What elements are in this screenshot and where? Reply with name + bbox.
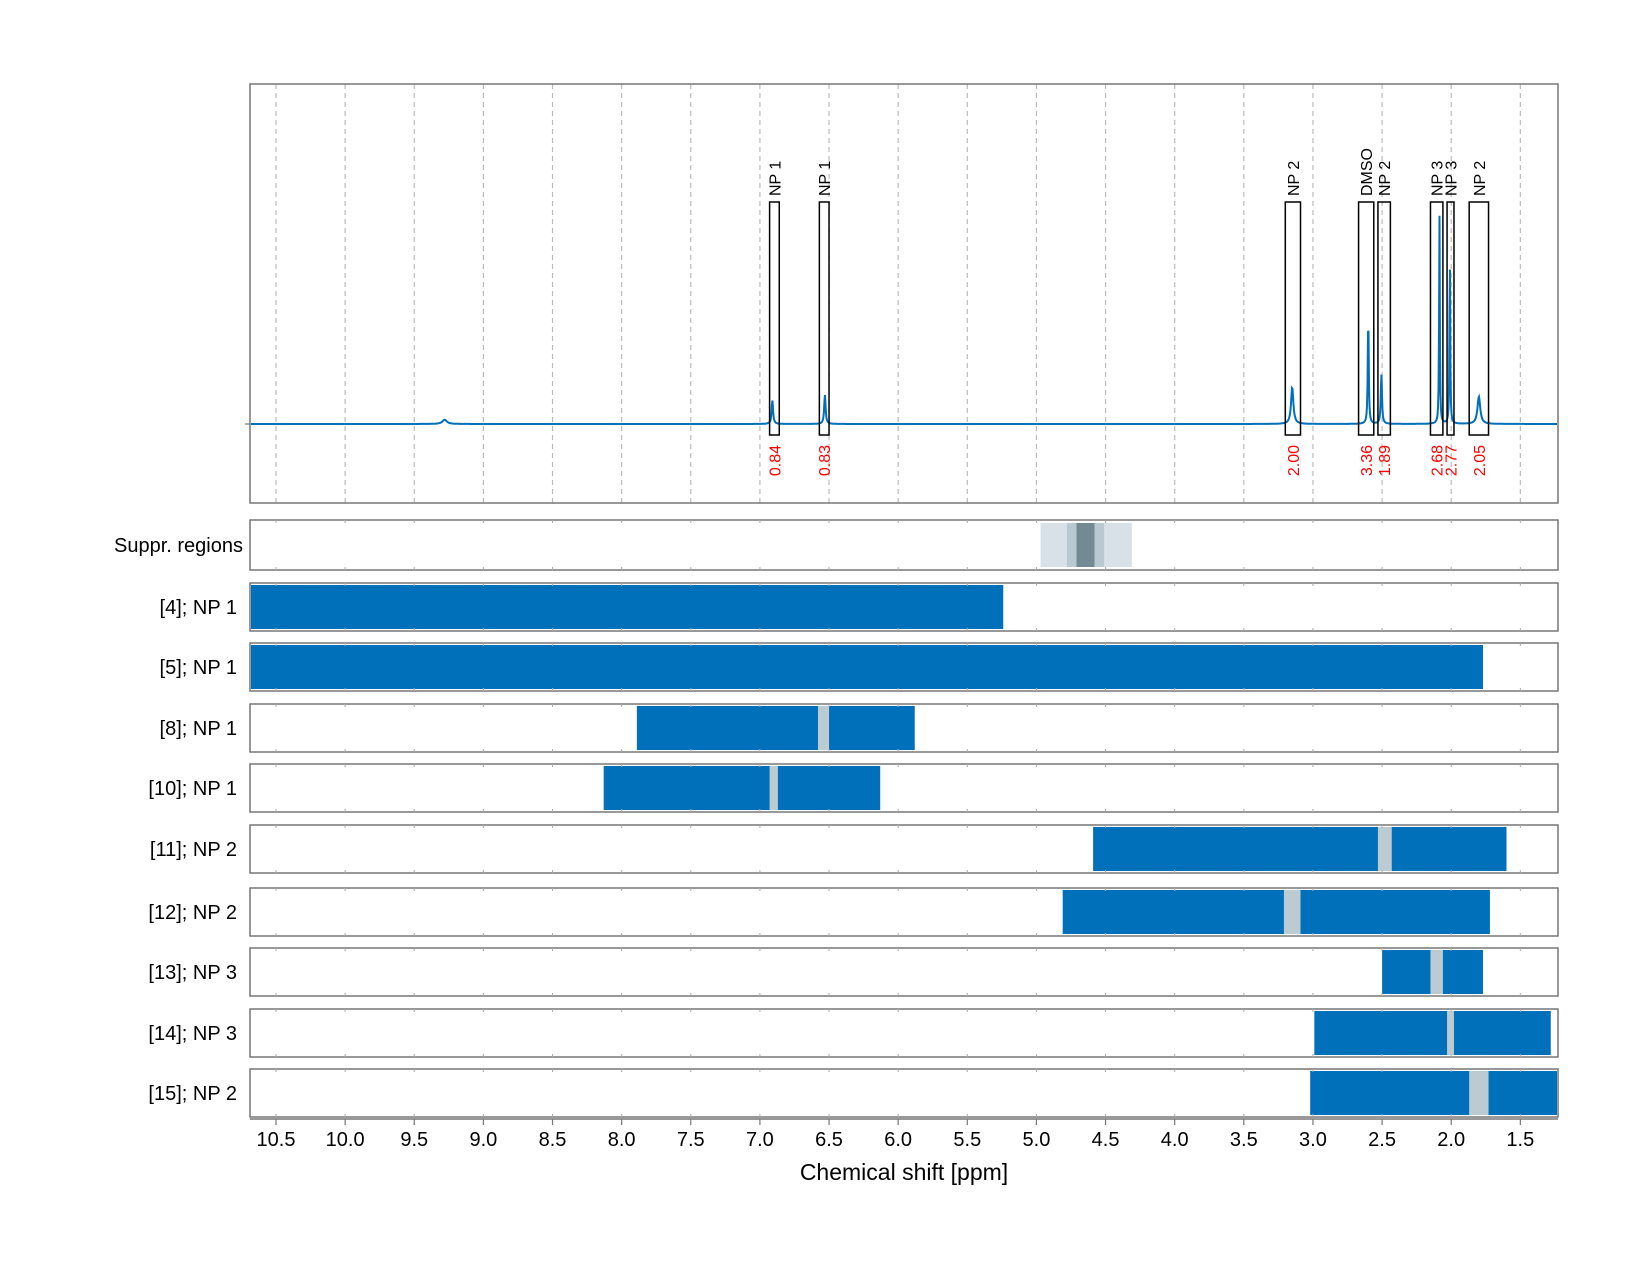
region-rows: Suppr. regions [4]; NP 1 [5]; NP 1 [8]; NP …: [114, 519, 1559, 1118]
peak-box: [768, 201, 781, 436]
integral-label: 0.83: [817, 445, 834, 476]
x-tick-label: 6.5: [815, 1129, 843, 1151]
region-gap: [1430, 950, 1443, 994]
row-frame: [249, 582, 1559, 632]
x-tick-label: 7.0: [746, 1129, 774, 1151]
row-frame: [249, 642, 1559, 692]
row-frame: [249, 519, 1559, 571]
x-tick-label: 1.5: [1506, 1129, 1534, 1151]
row-label: Suppr. regions: [114, 535, 243, 557]
spectrum-frame: [249, 83, 1559, 504]
region-row: [14]; NP 3: [148, 1008, 1559, 1058]
region-bar: [251, 585, 1004, 629]
x-tick-label: 5.0: [1023, 1129, 1051, 1151]
peak-box: [1284, 201, 1302, 436]
peak-label: NP 3: [1430, 161, 1447, 196]
x-axis-label: Chemical shift [ppm]: [800, 1159, 1008, 1185]
region-row: [11]; NP 2: [150, 824, 1559, 874]
row-label: [12]; NP 2: [148, 902, 237, 924]
region-gap: [817, 706, 830, 750]
peak-label: NP 1: [767, 161, 784, 196]
region-gap: [1283, 890, 1301, 934]
grid: [275, 84, 1521, 503]
row-label: [10]; NP 1: [148, 778, 237, 800]
row-label: [5]; NP 1: [160, 657, 237, 679]
row-frame: [249, 947, 1559, 997]
suppr-band: [1076, 523, 1095, 567]
row-frame: [249, 887, 1559, 937]
x-tick-label: 8.5: [539, 1129, 567, 1151]
peak-box: [1429, 201, 1444, 436]
x-tick-label: 4.5: [1092, 1129, 1120, 1151]
integral-label: 1.89: [1377, 445, 1394, 476]
region-row: [15]; NP 2: [148, 1068, 1559, 1118]
region-bar: [1062, 890, 1490, 934]
region-row: [5]; NP 1: [160, 642, 1559, 692]
integral-label: 0.84: [767, 445, 784, 476]
region-bar: [603, 766, 881, 810]
region-row: [13]; NP 3: [148, 947, 1559, 997]
row-frame: [249, 1068, 1559, 1118]
region-row: [8]; NP 1: [160, 703, 1559, 753]
integral-label: 2.05: [1472, 445, 1489, 476]
region-bar: [1314, 1011, 1551, 1055]
spectrum-line: [251, 215, 1557, 425]
row-label: [11]; NP 2: [150, 839, 237, 861]
peak-box: [1468, 201, 1490, 436]
peak-label: DMSO: [1359, 148, 1376, 196]
peak-label: NP 2: [1286, 161, 1303, 196]
region-row: [10]; NP 1: [148, 763, 1559, 813]
peak-label: NP 2: [1377, 161, 1394, 196]
x-tick-label: 9.0: [469, 1129, 497, 1151]
peak-box: [1446, 201, 1455, 436]
region-bar: [1310, 1071, 1557, 1115]
row-frame: [249, 824, 1559, 874]
row-label: [15]; NP 2: [148, 1083, 237, 1105]
region-bar: [636, 706, 915, 750]
region-gap: [1377, 827, 1392, 871]
x-tick-label: 7.5: [677, 1129, 705, 1151]
row-frame: [249, 703, 1559, 753]
x-tick-label: 4.0: [1161, 1129, 1189, 1151]
x-tick-label: 2.5: [1368, 1129, 1396, 1151]
peak-label: NP 1: [817, 161, 834, 196]
row-label: [8]; NP 1: [160, 718, 237, 740]
region-gap: [1469, 1071, 1489, 1115]
region-bar: [1093, 827, 1507, 871]
x-tick-label: 3.5: [1230, 1129, 1258, 1151]
suppr-regions-row: Suppr. regions: [114, 519, 1559, 571]
peak-box: [1357, 201, 1375, 436]
peak-label: NP 2: [1472, 161, 1489, 196]
x-tick-label: 5.5: [953, 1129, 981, 1151]
x-tick-label: 10.5: [257, 1129, 296, 1151]
row-label: [4]; NP 1: [160, 597, 237, 619]
integral-label: 2.68: [1430, 445, 1447, 476]
row-frame: [249, 1008, 1559, 1058]
x-tick-label: 3.0: [1299, 1129, 1327, 1151]
spectrum-panel: NP 1 0.84 NP 1 0.83 NP 2 2.00 DMSO 3.36 NP 2 1.89…: [245, 83, 1559, 504]
x-tick-label: 9.5: [400, 1129, 428, 1151]
x-axis: 10.5 10.0 9.5 9.0 8.5 8.0 7.5 7.0 6.5 6.0 5.5 5.0 4.…: [250, 1118, 1558, 1151]
peak-label: NP 3: [1444, 161, 1461, 196]
integral-label: 2.77: [1444, 445, 1461, 476]
row-frame: [249, 763, 1559, 813]
x-tick-label: 8.0: [608, 1129, 636, 1151]
region-gap: [1447, 1011, 1454, 1055]
peak-box: [1377, 201, 1392, 436]
x-tick-label: 2.0: [1437, 1129, 1465, 1151]
region-gap: [769, 766, 778, 810]
integral-label: 2.00: [1286, 445, 1303, 476]
region-row: [12]; NP 2: [148, 887, 1559, 937]
x-tick-label: 6.0: [884, 1129, 912, 1151]
peak-box: [818, 201, 830, 436]
x-tick-label: 10.0: [326, 1129, 365, 1151]
region-bar: [251, 645, 1484, 689]
row-label: [14]; NP 3: [148, 1023, 237, 1045]
row-label: [13]; NP 3: [148, 962, 237, 984]
region-row: [4]; NP 1: [160, 582, 1559, 632]
integral-label: 3.36: [1359, 445, 1376, 476]
